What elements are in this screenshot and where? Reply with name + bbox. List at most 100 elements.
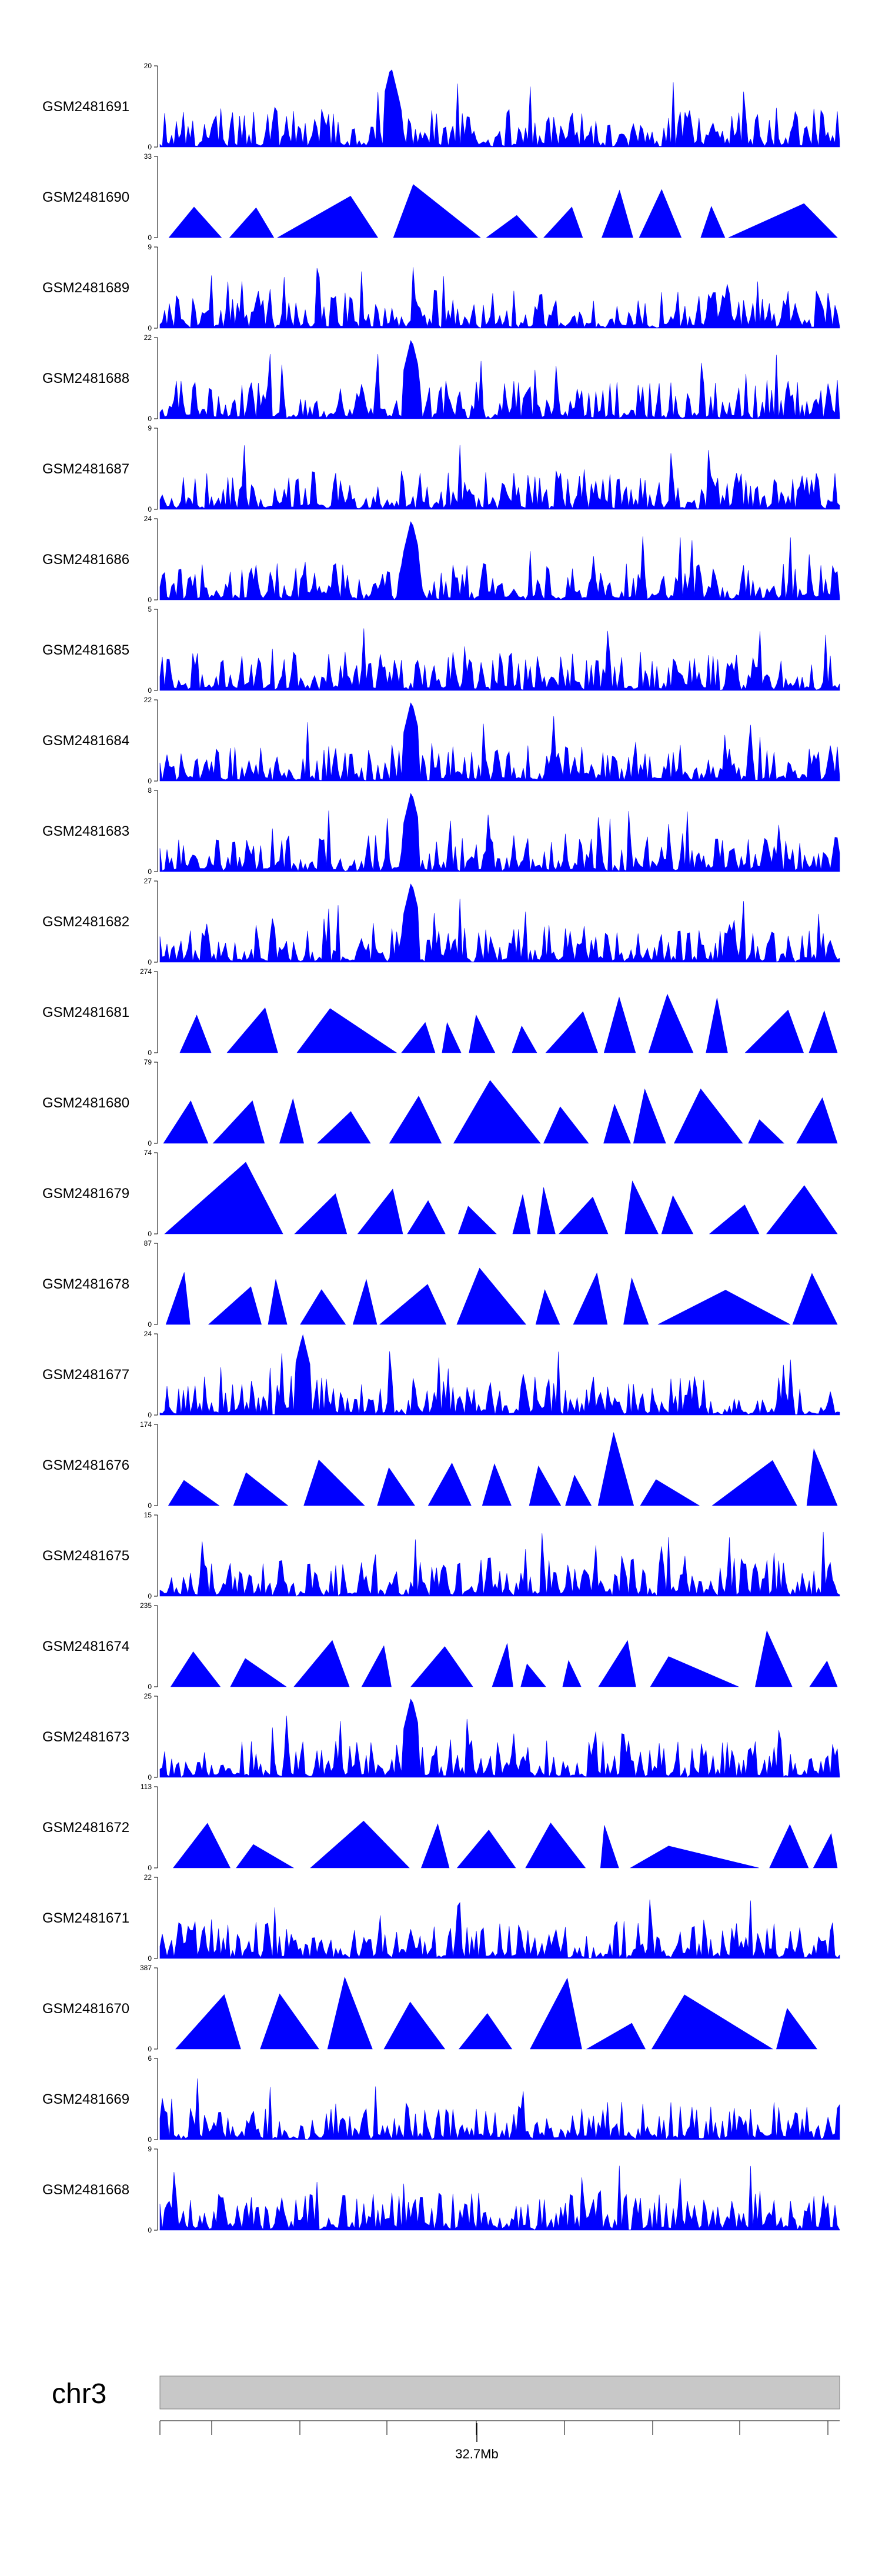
y-min-label: 0 — [148, 596, 152, 604]
signal-area — [168, 1432, 838, 1506]
track-label: GSM2481675 — [42, 1548, 129, 1564]
track-label: GSM2481682 — [42, 914, 129, 930]
y-max-label: 9 — [148, 424, 152, 432]
track-label: GSM2481690 — [42, 189, 129, 205]
y-min-label: 0 — [148, 1411, 152, 1419]
track-GSM2481686: GSM2481686 24 0 — [42, 515, 840, 604]
signal-area — [159, 445, 840, 510]
track-GSM2481672: GSM2481672 113 0 — [42, 1783, 838, 1872]
track-GSM2481682: GSM2481682 27 0 — [42, 877, 840, 966]
track-GSM2481687: GSM2481687 9 0 — [42, 424, 840, 513]
track-label: GSM2481691 — [42, 99, 129, 115]
y-min-label: 0 — [148, 2226, 152, 2234]
y-max-label: 22 — [144, 696, 152, 704]
y-min-label: 0 — [148, 1139, 152, 1147]
signal-area — [159, 883, 840, 963]
track-label: GSM2481678 — [42, 1276, 129, 1292]
y-min-label: 0 — [148, 1773, 152, 1781]
y-max-label: 15 — [144, 1511, 152, 1519]
track-label: GSM2481674 — [42, 1639, 129, 1654]
y-min-label: 0 — [148, 777, 152, 785]
y-min-label: 0 — [148, 2045, 152, 2053]
y-min-label: 0 — [148, 2135, 152, 2144]
track-GSM2481690: GSM2481690 33 0 — [42, 152, 838, 242]
y-max-label: 20 — [144, 62, 152, 70]
y-min-label: 0 — [148, 958, 152, 966]
y-max-label: 174 — [140, 1420, 152, 1429]
track-GSM2481691: GSM2481691 20 0 — [42, 62, 840, 151]
y-max-label: 387 — [140, 1964, 152, 1972]
track-label: GSM2481672 — [42, 1820, 129, 1836]
y-max-label: 25 — [144, 1692, 152, 1700]
track-label: GSM2481683 — [42, 823, 129, 839]
track-label: GSM2481677 — [42, 1367, 129, 1383]
track-label: GSM2481676 — [42, 1457, 129, 1473]
y-max-label: 8 — [148, 786, 152, 795]
y-max-label: 74 — [144, 1149, 152, 1157]
track-GSM2481679: GSM2481679 74 0 — [42, 1149, 838, 1238]
track-GSM2481676: GSM2481676 174 0 — [42, 1420, 838, 1510]
signal-area — [159, 793, 840, 872]
track-label: GSM2481670 — [42, 2001, 129, 2017]
signal-area — [170, 1630, 838, 1687]
y-min-label: 0 — [148, 1049, 152, 1057]
y-min-label: 0 — [148, 1683, 152, 1691]
y-max-label: 6 — [148, 2054, 152, 2063]
track-GSM2481681: GSM2481681 274 0 — [42, 967, 838, 1057]
signal-area — [179, 993, 838, 1053]
track-GSM2481671: GSM2481671 22 0 — [42, 1873, 840, 1963]
track-label: GSM2481671 — [42, 1910, 129, 1926]
signal-area — [159, 1334, 840, 1416]
track-label: GSM2481669 — [42, 2091, 129, 2107]
y-min-label: 0 — [148, 324, 152, 332]
track-label: GSM2481689 — [42, 280, 129, 296]
track-label: GSM2481673 — [42, 1729, 129, 1745]
y-min-label: 0 — [148, 1320, 152, 1329]
track-GSM2481685: GSM2481685 5 0 — [42, 605, 840, 695]
y-max-label: 5 — [148, 605, 152, 613]
y-max-label: 9 — [148, 2145, 152, 2153]
y-min-label: 0 — [148, 867, 152, 876]
signal-area — [175, 1976, 817, 2050]
signal-area — [159, 2165, 840, 2231]
track-label: GSM2481687 — [42, 461, 129, 477]
signal-area — [168, 184, 838, 238]
track-GSM2481669: GSM2481669 6 0 — [42, 2054, 840, 2144]
y-min-label: 0 — [148, 686, 152, 695]
chromosome-band — [159, 2375, 840, 2410]
signal-area — [159, 1899, 840, 1959]
track-GSM2481673: GSM2481673 25 0 — [42, 1692, 840, 1781]
signal-area — [164, 1162, 838, 1234]
signal-area — [159, 628, 840, 691]
track-GSM2481677: GSM2481677 24 0 — [42, 1330, 840, 1419]
signal-area — [159, 2078, 840, 2140]
y-max-label: 87 — [144, 1239, 152, 1247]
track-label: GSM2481668 — [42, 2182, 129, 2198]
signal-area — [159, 1699, 840, 1778]
y-max-label: 79 — [144, 1058, 152, 1066]
signal-area — [163, 1080, 838, 1144]
track-GSM2481689: GSM2481689 9 0 — [42, 243, 840, 332]
track-GSM2481680: GSM2481680 79 0 — [42, 1058, 838, 1147]
signal-area — [159, 1531, 840, 1597]
track-GSM2481678: GSM2481678 87 0 — [42, 1239, 838, 1329]
y-max-label: 24 — [144, 1330, 152, 1338]
y-min-label: 0 — [148, 505, 152, 513]
track-label: GSM2481679 — [42, 1186, 129, 1202]
track-GSM2481675: GSM2481675 15 0 — [42, 1511, 840, 1600]
track-label: GSM2481685 — [42, 642, 129, 658]
signal-area — [159, 267, 840, 329]
signal-area — [159, 69, 840, 148]
y-min-label: 0 — [148, 1501, 152, 1510]
y-max-label: 113 — [141, 1783, 152, 1791]
y-max-label: 24 — [144, 515, 152, 523]
signal-area — [159, 521, 840, 600]
y-min-label: 0 — [148, 233, 152, 242]
track-GSM2481683: GSM2481683 8 0 — [42, 786, 840, 876]
y-max-label: 274 — [140, 967, 152, 976]
y-min-label: 0 — [148, 143, 152, 151]
track-GSM2481684: GSM2481684 22 0 — [42, 696, 840, 785]
track-GSM2481688: GSM2481688 22 0 — [42, 333, 840, 423]
signal-area — [165, 1267, 838, 1325]
track-GSM2481670: GSM2481670 387 0 — [42, 1964, 817, 2053]
